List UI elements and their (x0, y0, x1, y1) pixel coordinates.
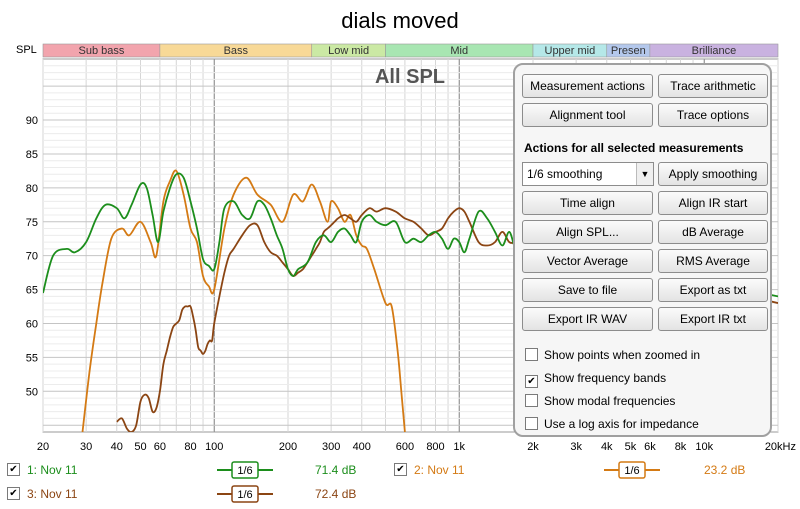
y-axis-label: SPL (16, 44, 37, 56)
y-tick-label: 50 (26, 386, 38, 398)
y-tick-label: 80 (26, 183, 38, 195)
x-tick-label: 3k (570, 441, 582, 453)
section-title: Actions for all selected measurements (524, 141, 744, 155)
legend-label-3[interactable]: 3: Nov 11 (27, 487, 78, 501)
x-tick-label: 800 (426, 441, 444, 453)
x-tick-label: 20 (37, 441, 49, 453)
apply-smoothing-button[interactable]: Apply smoothing (658, 162, 768, 186)
frequency-band-label: Brilliance (692, 45, 737, 57)
db-average-button[interactable]: dB Average (658, 220, 768, 244)
align-ir-start-button[interactable]: Align IR start (658, 191, 768, 215)
align-spl-button[interactable]: Align SPL... (522, 220, 653, 244)
x-tick-label: 20kHz (765, 441, 796, 453)
page-title: dials moved (341, 8, 459, 33)
y-tick-label: 60 (26, 318, 38, 330)
show-points-label: Show points when zoomed in (544, 348, 701, 362)
chart-subtitle: All SPL (375, 66, 445, 88)
x-tick-label: 40 (111, 441, 123, 453)
show-points-checkbox[interactable]: Show points when zoomed in (525, 347, 700, 363)
export-as-txt-button[interactable]: Export as txt (658, 278, 768, 302)
smoothing-select[interactable]: 1/6 smoothing ▼ (522, 162, 654, 186)
checkmark-icon[interactable]: ✔ (525, 375, 538, 388)
chevron-down-icon[interactable]: ▼ (636, 163, 653, 185)
actions-panel: Measurement actions Trace arithmetic Ali… (513, 63, 772, 437)
x-tick-label: 400 (353, 441, 371, 453)
measurement-actions-button[interactable]: Measurement actions (522, 74, 653, 98)
x-tick-label: 6k (644, 441, 656, 453)
x-tick-label: 600 (396, 441, 414, 453)
frequency-band-label: Sub bass (79, 45, 125, 57)
frequency-band-label: Mid (450, 45, 468, 57)
x-tick-label: 8k (675, 441, 687, 453)
legend-value-3: 72.4 dB (315, 487, 357, 501)
series-line-1 (43, 172, 778, 298)
export-ir-txt-button[interactable]: Export IR txt (658, 307, 768, 331)
x-tick-label: 200 (279, 441, 297, 453)
x-tick-label: 60 (154, 441, 166, 453)
export-ir-wav-button[interactable]: Export IR WAV (522, 307, 653, 331)
x-tick-label: 5k (625, 441, 637, 453)
frequency-band-label: Presen (611, 45, 646, 57)
y-tick-label: 70 (26, 251, 38, 263)
x-tick-label: 4k (601, 441, 613, 453)
x-tick-label: 300 (322, 441, 340, 453)
y-tick-label: 55 (26, 352, 38, 364)
trace-arithmetic-button[interactable]: Trace arithmetic (658, 74, 768, 98)
x-tick-label: 30 (80, 441, 92, 453)
checkbox-box[interactable] (525, 348, 538, 361)
legend-value-2: 23.2 dB (704, 463, 746, 477)
trace-options-button[interactable]: Trace options (658, 103, 768, 127)
show-frequency-bands-checkbox[interactable]: ✔ Show frequency bands (525, 370, 667, 388)
checkbox-box[interactable] (525, 417, 538, 430)
x-tick-label: 1k (453, 441, 465, 453)
show-frequency-bands-label: Show frequency bands (544, 371, 667, 385)
save-to-file-button[interactable]: Save to file (522, 278, 653, 302)
x-tick-label: 50 (134, 441, 146, 453)
checkmark-icon[interactable]: ✔ (7, 463, 20, 476)
time-align-button[interactable]: Time align (522, 191, 653, 215)
smoothing-select-value: 1/6 smoothing (527, 167, 603, 181)
y-tick-label: 85 (26, 149, 38, 161)
legend-label-1[interactable]: 1: Nov 11 (27, 463, 78, 477)
frequency-band (649, 43, 779, 58)
x-tick-label: 10k (695, 441, 713, 453)
show-modal-frequencies-label: Show modal frequencies (544, 394, 676, 408)
frequency-band-label: Bass (224, 45, 249, 57)
checkbox-box[interactable] (525, 394, 538, 407)
y-tick-label: 75 (26, 217, 38, 229)
log-axis-impedance-checkbox[interactable]: Use a log axis for impedance (525, 416, 699, 432)
rms-average-button[interactable]: RMS Average (658, 249, 768, 273)
frequency-band-label: Low mid (328, 45, 369, 57)
legend-label-2[interactable]: 2: Nov 11 (414, 463, 465, 477)
x-tick-label: 80 (184, 441, 196, 453)
y-tick-label: 65 (26, 285, 38, 297)
x-tick-label: 100 (205, 441, 223, 453)
legend-value-1: 71.4 dB (315, 463, 357, 477)
vector-average-button[interactable]: Vector Average (522, 249, 653, 273)
log-axis-impedance-label: Use a log axis for impedance (544, 417, 699, 431)
series-line-2 (81, 169, 406, 432)
checkmark-icon[interactable]: ✔ (394, 463, 407, 476)
alignment-tool-button[interactable]: Alignment tool (522, 103, 653, 127)
show-modal-frequencies-checkbox[interactable]: Show modal frequencies (525, 393, 675, 409)
frequency-band-label: Upper mid (545, 45, 596, 57)
checkmark-icon[interactable]: ✔ (7, 487, 20, 500)
x-tick-label: 2k (527, 441, 539, 453)
y-tick-label: 90 (26, 115, 38, 127)
